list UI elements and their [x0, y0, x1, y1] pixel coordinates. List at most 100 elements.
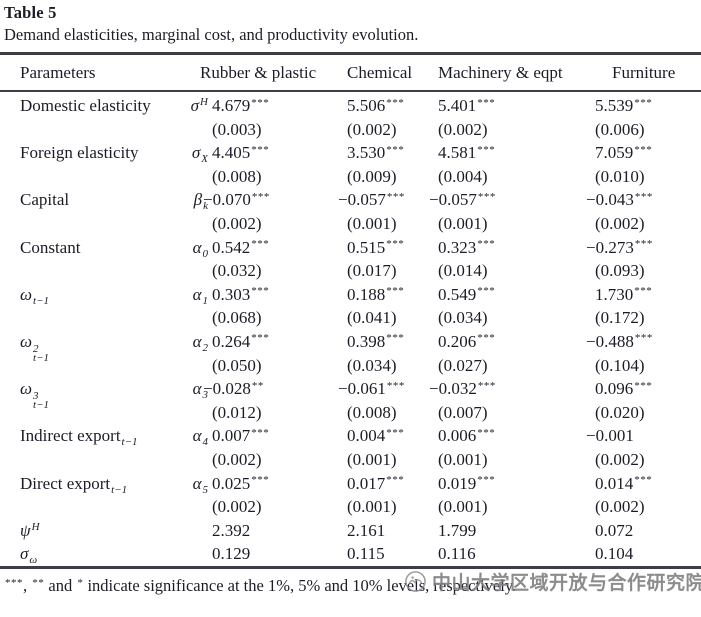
std-error: (0.017) [347, 261, 397, 281]
coef-value: 7.059*** [595, 143, 653, 163]
param-symbol [190, 542, 212, 569]
param-label-empty [20, 259, 190, 283]
param-symbol: α3 [192, 379, 208, 402]
coef-value: 0.116 [438, 544, 476, 564]
param-symbol: σX [191, 143, 208, 166]
std-error: (0.020) [595, 402, 645, 422]
std-error: (0.104) [595, 355, 645, 375]
coef-value: 0.004*** [347, 426, 405, 446]
std-error: (0.001) [347, 213, 397, 233]
std-error: (0.001) [438, 449, 488, 469]
coef-value: 0.017*** [347, 473, 405, 493]
param-label: Indirect exportt−1 [20, 426, 138, 449]
std-error: (0.003) [212, 119, 262, 139]
param-label-empty [20, 401, 190, 425]
param-symbol-empty [190, 495, 212, 519]
coef-value: 2.161 [347, 520, 386, 540]
coef-value: 0.019*** [438, 473, 496, 493]
coef-value: 0.542*** [212, 237, 270, 257]
param-symbol: α4 [192, 426, 208, 449]
coef-value: 0.398*** [347, 331, 405, 351]
table-body: Domestic elasticity σH 4.679*** 5.506*** 5.4… [0, 94, 701, 566]
param-label-empty [20, 212, 190, 236]
std-error: (0.008) [347, 402, 397, 422]
param-symbol [190, 519, 212, 546]
seal-logo-icon [405, 571, 426, 592]
std-error: (0.002) [212, 497, 262, 517]
table-row-se: (0.068) (0.041) (0.034) (0.172) [20, 306, 701, 330]
std-error: (0.002) [347, 119, 397, 139]
std-error: (0.001) [438, 497, 488, 517]
std-error: (0.001) [347, 497, 397, 517]
table-row: ω 3 t−1 α3 −0.028** −0.061*** −0.032*** 0.096**… [20, 377, 701, 411]
table-row-se: (0.008) (0.009) (0.004) (0.010) [20, 165, 701, 189]
coef-value: −0.001 [586, 426, 634, 446]
param-label: Constant [20, 237, 81, 257]
table-row: ωt−1 α1 0.303*** 0.188*** 0.549*** 1.730*** [20, 283, 701, 307]
table-row-se: (0.012) (0.008) (0.007) (0.020) [20, 401, 701, 425]
table-caption: Demand elasticities, marginal cost, and … [4, 25, 419, 44]
std-error: (0.001) [438, 213, 488, 233]
std-error: (0.004) [438, 166, 488, 186]
coef-value: 4.405*** [212, 143, 270, 163]
std-error: (0.068) [212, 308, 262, 328]
table-row: Direct exportt−1 α5 0.025*** 0.017*** 0.019*… [20, 472, 701, 496]
param-label: ω 2 t−1 [20, 331, 49, 364]
table-row-se: (0.050) (0.034) (0.027) (0.104) [20, 354, 701, 378]
std-error: (0.050) [212, 355, 262, 375]
param-label: Capital [20, 190, 70, 210]
header-col-chemical: Chemical [347, 62, 413, 82]
table-row: Foreign elasticity σX 4.405*** 3.530*** 4.58… [20, 141, 701, 165]
coef-value: −0.043*** [586, 190, 653, 210]
param-label-empty [20, 495, 190, 519]
coef-value: 1.730*** [595, 284, 653, 304]
param-symbol: α2 [192, 331, 208, 354]
coef-value: 0.014*** [595, 473, 653, 493]
std-error: (0.001) [347, 449, 397, 469]
param-label-empty [20, 165, 190, 189]
std-error: (0.002) [438, 119, 488, 139]
std-error: (0.007) [438, 402, 488, 422]
param-label: σω [20, 544, 38, 567]
bottom-rule [0, 566, 701, 569]
mid-rule [0, 90, 701, 92]
significance-note: ***, ** and * indicate significance at t… [5, 576, 517, 595]
std-error: (0.014) [438, 261, 488, 281]
std-error: (0.002) [595, 449, 645, 469]
param-symbol: α0 [192, 237, 208, 260]
table-row: ψH 2.392 2.161 1.799 0.072 [20, 519, 701, 543]
coef-value: 0.303*** [212, 284, 270, 304]
param-symbol: σH [190, 96, 208, 115]
coef-value: 4.679*** [212, 96, 270, 115]
header-col-machinery-eqpt: Machinery & eqpt [438, 62, 563, 82]
watermark-text: 中山大学区域开放与合作研究院 [432, 572, 701, 594]
coef-value: −0.032*** [429, 379, 496, 399]
top-rule [0, 52, 701, 55]
header-col-furniture: Furniture [612, 62, 676, 82]
std-error: (0.032) [212, 261, 262, 281]
table-row: Indirect exportt−1 α4 0.007*** 0.004*** 0.00… [20, 424, 701, 448]
coef-value: 0.115 [347, 544, 385, 564]
param-symbol-empty [190, 306, 212, 330]
param-label: Direct exportt−1 [20, 473, 128, 496]
std-error: (0.002) [212, 449, 262, 469]
coef-value: 0.264*** [212, 331, 270, 351]
coef-value: 0.096*** [595, 379, 653, 399]
std-error: (0.002) [212, 213, 262, 233]
param-label: Domestic elasticity [20, 96, 151, 115]
coef-value: 0.323*** [438, 237, 496, 257]
coef-value: −0.070*** [203, 190, 270, 210]
table-row-se: (0.002) (0.001) (0.001) (0.002) [20, 495, 701, 519]
param-label: ψH [20, 520, 40, 540]
param-label: Foreign elasticity [20, 143, 139, 163]
coef-value: 5.401*** [438, 96, 496, 115]
table-row: ω 2 t−1 α2 0.264*** 0.398*** 0.206*** −0.488*** [20, 330, 701, 364]
std-error: (0.093) [595, 261, 645, 281]
std-error: (0.034) [438, 308, 488, 328]
coef-value: 5.539*** [595, 96, 653, 115]
std-error: (0.008) [212, 166, 262, 186]
param-label-empty [20, 118, 190, 142]
table-row-se: (0.032) (0.017) (0.014) (0.093) [20, 259, 701, 283]
coef-value: 0.206*** [438, 331, 496, 351]
